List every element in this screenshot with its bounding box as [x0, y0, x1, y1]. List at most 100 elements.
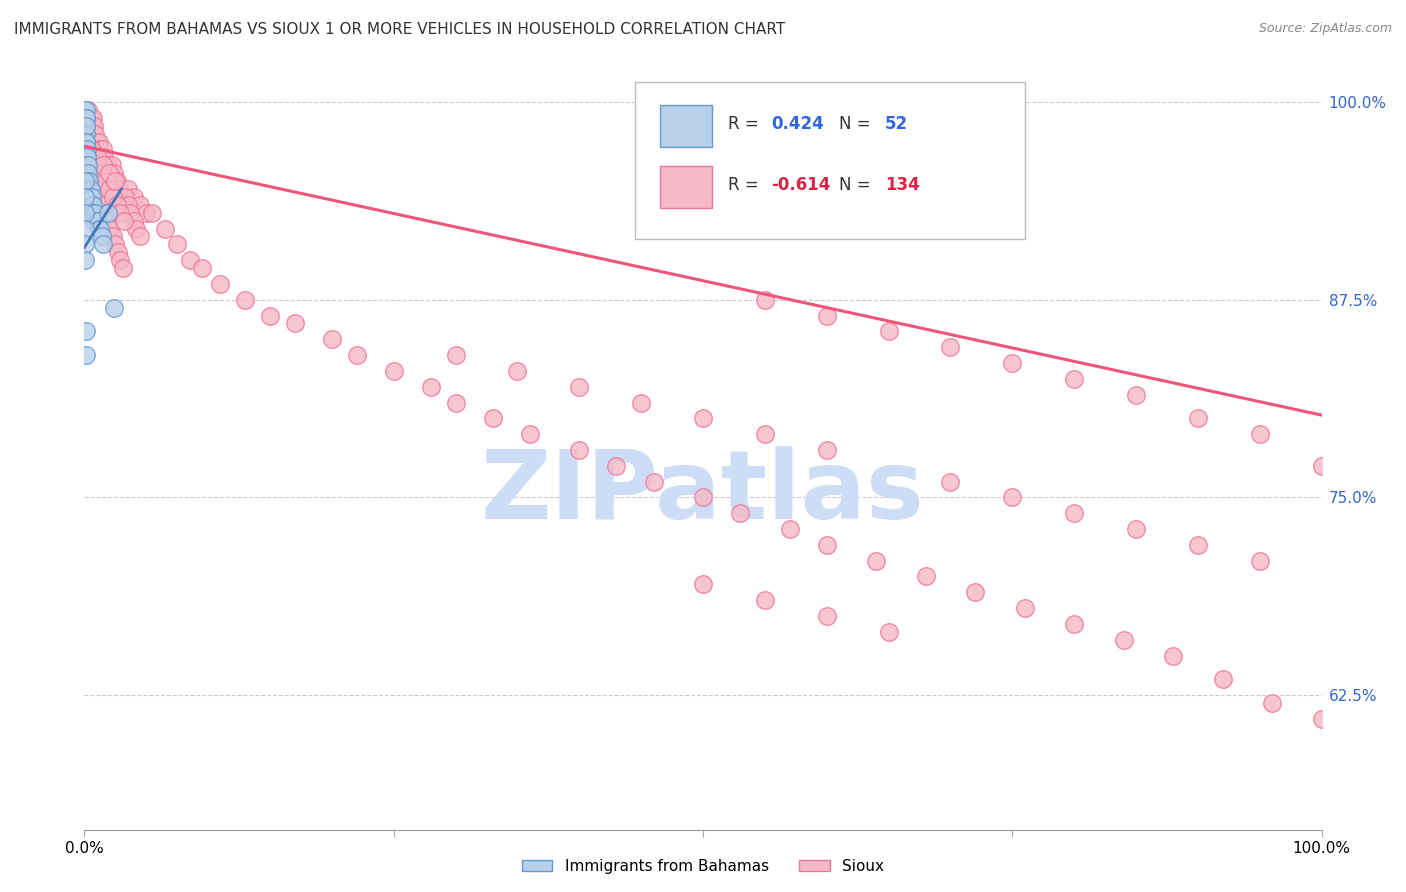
Point — [79, 182, 101, 196]
Point — [754, 293, 776, 307]
Point — [103, 301, 125, 315]
Point — [135, 205, 157, 219]
Point — [91, 143, 114, 157]
Point — [73, 190, 96, 204]
Point — [209, 277, 232, 291]
Point — [75, 348, 97, 362]
Point — [80, 190, 103, 204]
Point — [1310, 458, 1333, 473]
Point — [82, 111, 104, 125]
Point — [80, 119, 103, 133]
Point — [98, 166, 121, 180]
Point — [568, 442, 591, 457]
Point — [110, 253, 132, 268]
Point — [877, 324, 900, 338]
Legend: Immigrants from Bahamas, Sioux: Immigrants from Bahamas, Sioux — [516, 853, 890, 880]
Point — [73, 205, 96, 219]
Point — [98, 182, 121, 196]
Point — [84, 127, 107, 141]
Point — [141, 205, 163, 219]
Point — [97, 205, 120, 219]
Point — [89, 143, 111, 157]
Point — [815, 442, 838, 457]
Text: 134: 134 — [884, 177, 920, 194]
Point — [96, 166, 118, 180]
Point — [75, 103, 97, 117]
Text: ZIPatlas: ZIPatlas — [481, 445, 925, 539]
Point — [76, 158, 98, 172]
Text: R =: R = — [728, 177, 763, 194]
Point — [83, 150, 105, 164]
Point — [939, 475, 962, 489]
Point — [82, 205, 104, 219]
Point — [80, 198, 103, 212]
Point — [79, 190, 101, 204]
Point — [284, 317, 307, 331]
Point — [76, 143, 98, 157]
Point — [105, 174, 128, 188]
Point — [754, 593, 776, 607]
Text: Source: ZipAtlas.com: Source: ZipAtlas.com — [1258, 22, 1392, 36]
Point — [103, 166, 125, 180]
Point — [1125, 387, 1147, 401]
Point — [815, 609, 838, 624]
Point — [728, 506, 751, 520]
Text: R =: R = — [728, 115, 763, 133]
Point — [84, 174, 107, 188]
Point — [939, 340, 962, 354]
Point — [75, 119, 97, 133]
Point — [87, 213, 110, 227]
Point — [90, 150, 112, 164]
Point — [815, 538, 838, 552]
Bar — [659, 166, 711, 208]
Point — [83, 119, 105, 133]
Point — [321, 332, 343, 346]
Point — [75, 324, 97, 338]
Point — [79, 182, 101, 196]
Point — [122, 213, 145, 227]
Point — [444, 395, 467, 409]
Point — [1249, 554, 1271, 568]
Point — [73, 221, 96, 235]
Point — [779, 522, 801, 536]
Point — [75, 119, 97, 133]
Point — [91, 198, 114, 212]
Point — [153, 221, 176, 235]
Point — [79, 190, 101, 204]
Text: N =: N = — [839, 177, 876, 194]
Point — [97, 213, 120, 227]
Point — [110, 190, 132, 204]
Point — [97, 158, 120, 172]
Point — [104, 174, 127, 188]
Point — [754, 427, 776, 442]
Text: -0.614: -0.614 — [770, 177, 831, 194]
Point — [94, 205, 117, 219]
Point — [83, 205, 105, 219]
Point — [87, 182, 110, 196]
Point — [79, 198, 101, 212]
Point — [91, 237, 114, 252]
Text: N =: N = — [839, 115, 876, 133]
Point — [83, 135, 105, 149]
Point — [76, 174, 98, 188]
Point — [120, 205, 142, 219]
Point — [965, 585, 987, 599]
Point — [1187, 411, 1209, 425]
Point — [79, 143, 101, 157]
Point — [129, 229, 152, 244]
Point — [82, 198, 104, 212]
Point — [86, 150, 108, 164]
Point — [76, 166, 98, 180]
Point — [1063, 372, 1085, 386]
Point — [259, 309, 281, 323]
Point — [79, 158, 101, 172]
Point — [73, 237, 96, 252]
Point — [75, 119, 97, 133]
Point — [75, 135, 97, 149]
Point — [1249, 427, 1271, 442]
Point — [79, 111, 101, 125]
Text: 52: 52 — [884, 115, 908, 133]
Point — [73, 174, 96, 188]
Point — [76, 150, 98, 164]
Point — [605, 458, 627, 473]
